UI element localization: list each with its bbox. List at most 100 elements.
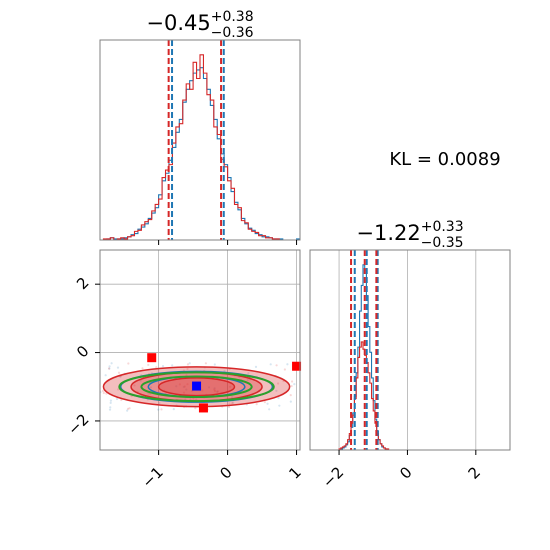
scatter-point bbox=[117, 371, 121, 374]
contour-level-green bbox=[118, 371, 275, 403]
scatter-point bbox=[216, 390, 219, 393]
scatter-point bbox=[215, 390, 219, 393]
scatter-point bbox=[192, 397, 195, 400]
scatter-point bbox=[268, 408, 271, 411]
scatter-point bbox=[269, 363, 272, 366]
scatter-point bbox=[213, 388, 216, 391]
contour-level-blue bbox=[119, 370, 274, 403]
scatter-point bbox=[108, 365, 111, 368]
tick-label: −2 bbox=[319, 463, 347, 491]
scatter-point bbox=[155, 366, 158, 369]
scatter-point bbox=[109, 401, 112, 404]
scatter-point bbox=[289, 400, 292, 403]
scatter-point bbox=[149, 386, 153, 389]
scatter-point bbox=[195, 398, 198, 401]
scatter-point bbox=[108, 367, 111, 370]
scatter-point bbox=[201, 389, 204, 392]
hist-x2-title: −1.22+0.33 −0.35 bbox=[356, 219, 463, 251]
hist-series-red bbox=[100, 54, 300, 240]
scatter-point bbox=[255, 403, 258, 406]
kl-label: KL = 0.0089 bbox=[389, 149, 500, 170]
scatter-point bbox=[178, 383, 181, 386]
hist-x1-lines bbox=[100, 54, 300, 240]
contour-markers bbox=[147, 353, 302, 413]
scatter-point bbox=[228, 385, 232, 388]
tick-label: 1 bbox=[285, 463, 304, 482]
hist-x2-quantiles bbox=[350, 250, 379, 450]
hist-x1-panel: −0.45+0.38 −0.36 bbox=[99, 9, 301, 245]
scatter-point bbox=[276, 382, 280, 385]
scatter-point bbox=[147, 363, 150, 367]
scatter-point bbox=[182, 391, 186, 394]
scatter-point bbox=[158, 401, 161, 405]
scatter-point bbox=[102, 391, 105, 395]
tick-label: 2 bbox=[465, 463, 484, 482]
marker-red bbox=[198, 403, 208, 413]
scatter-point bbox=[186, 383, 189, 386]
scatter-point bbox=[263, 401, 266, 404]
scatter-point bbox=[188, 362, 191, 365]
scatter-point bbox=[107, 367, 111, 370]
scatter-point bbox=[186, 367, 189, 371]
title-text: −0.45+0.38 −0.36 bbox=[146, 9, 253, 41]
scatter-point bbox=[266, 402, 269, 405]
scatter-point bbox=[275, 389, 278, 392]
contour-grid bbox=[100, 250, 300, 450]
hist-x1-quantiles bbox=[167, 40, 225, 240]
scatter-point bbox=[109, 399, 113, 402]
scatter-point bbox=[231, 402, 234, 405]
scatter-point bbox=[175, 385, 178, 388]
scatter-point bbox=[207, 386, 211, 389]
scatter-point bbox=[172, 408, 175, 411]
scatter-point bbox=[213, 363, 216, 366]
scatter-point bbox=[161, 365, 165, 368]
scatter-point bbox=[94, 373, 96, 375]
scatter-point bbox=[185, 388, 188, 391]
scatter-point bbox=[128, 407, 131, 410]
scatter-point bbox=[277, 396, 280, 400]
scatter-point bbox=[133, 384, 136, 387]
tick-label: 0 bbox=[73, 342, 92, 361]
scatter-point bbox=[93, 392, 95, 394]
scatter-point bbox=[289, 394, 292, 397]
scatter-point bbox=[231, 396, 234, 399]
hist-x1-title: −0.45+0.38 −0.36 bbox=[146, 9, 253, 41]
scatter-point bbox=[171, 364, 174, 367]
scatter-point bbox=[115, 397, 119, 401]
scatter-point bbox=[141, 367, 144, 370]
scatter-point bbox=[278, 404, 281, 407]
contour-panel: −1 0 1 −2 0 2 bbox=[64, 249, 305, 492]
scatter-point bbox=[228, 405, 231, 409]
hist-x2-frame bbox=[309, 249, 511, 451]
scatter-point bbox=[126, 407, 130, 410]
tick-label: −1 bbox=[138, 463, 166, 491]
tick-label: 2 bbox=[73, 274, 92, 293]
scatter-point bbox=[189, 398, 192, 401]
hist-x2-ticks: −2 0 2 bbox=[319, 450, 484, 492]
hist-x2-grid bbox=[338, 250, 477, 450]
scatter-point bbox=[246, 378, 249, 382]
scatter-point bbox=[160, 408, 163, 411]
scatter-point bbox=[290, 384, 293, 388]
scatter-point bbox=[223, 369, 226, 373]
scatter-point bbox=[286, 363, 289, 366]
marker-red bbox=[292, 361, 302, 371]
scatter-point bbox=[110, 362, 113, 365]
scatter-point bbox=[213, 389, 217, 393]
scatter-point bbox=[186, 363, 190, 366]
hist-x2-panel: −1.22+0.33 −0.35 −2 0 2 bbox=[309, 219, 511, 492]
scatter-point bbox=[182, 385, 185, 389]
hist-series-blue bbox=[100, 67, 300, 240]
scatter-point bbox=[127, 362, 130, 365]
scatter-point bbox=[204, 362, 207, 365]
scatter-point bbox=[228, 402, 231, 405]
scatter-point bbox=[275, 364, 278, 367]
tick-label: −2 bbox=[64, 410, 92, 438]
scatter-point bbox=[101, 389, 105, 393]
scatter-point bbox=[120, 398, 123, 402]
scatter-point bbox=[232, 401, 235, 404]
scatter-point bbox=[290, 380, 294, 383]
scatter-point bbox=[97, 402, 99, 404]
contour-frame bbox=[99, 249, 301, 451]
